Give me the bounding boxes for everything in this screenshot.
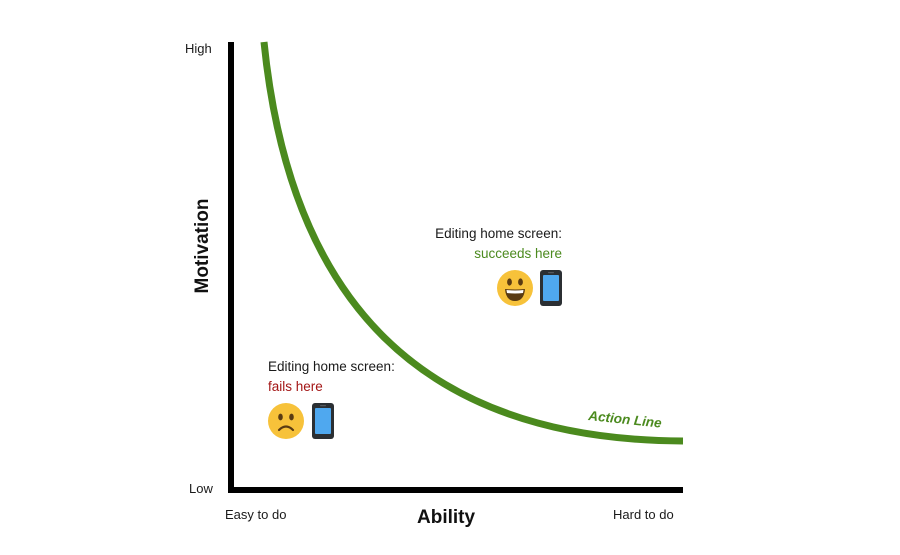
action-line-label: Action Line (587, 408, 663, 431)
y-axis-high-label: High (185, 41, 212, 56)
phone-icon (540, 270, 562, 306)
grinning-face-icon (497, 270, 533, 306)
x-axis-title: Ability (417, 507, 476, 528)
x-axis-easy-label: Easy to do (225, 507, 287, 522)
success-annotation-title: Editing home screen: (435, 226, 562, 241)
frowning-face-icon (268, 403, 304, 439)
failure-annotation: Editing home screen: fails here (268, 357, 395, 397)
action-line-curve (260, 41, 684, 445)
y-axis-title: Motivation (192, 198, 213, 294)
success-annotation: Editing home screen: succeeds here (430, 224, 562, 264)
y-axis-low-label: Low (189, 481, 213, 496)
x-axis-hard-label: Hard to do (613, 507, 674, 522)
success-annotation-status: succeeds here (474, 246, 562, 261)
failure-annotation-title: Editing home screen: (268, 359, 395, 374)
failure-annotation-status: fails here (268, 379, 323, 394)
phone-icon (312, 403, 334, 439)
